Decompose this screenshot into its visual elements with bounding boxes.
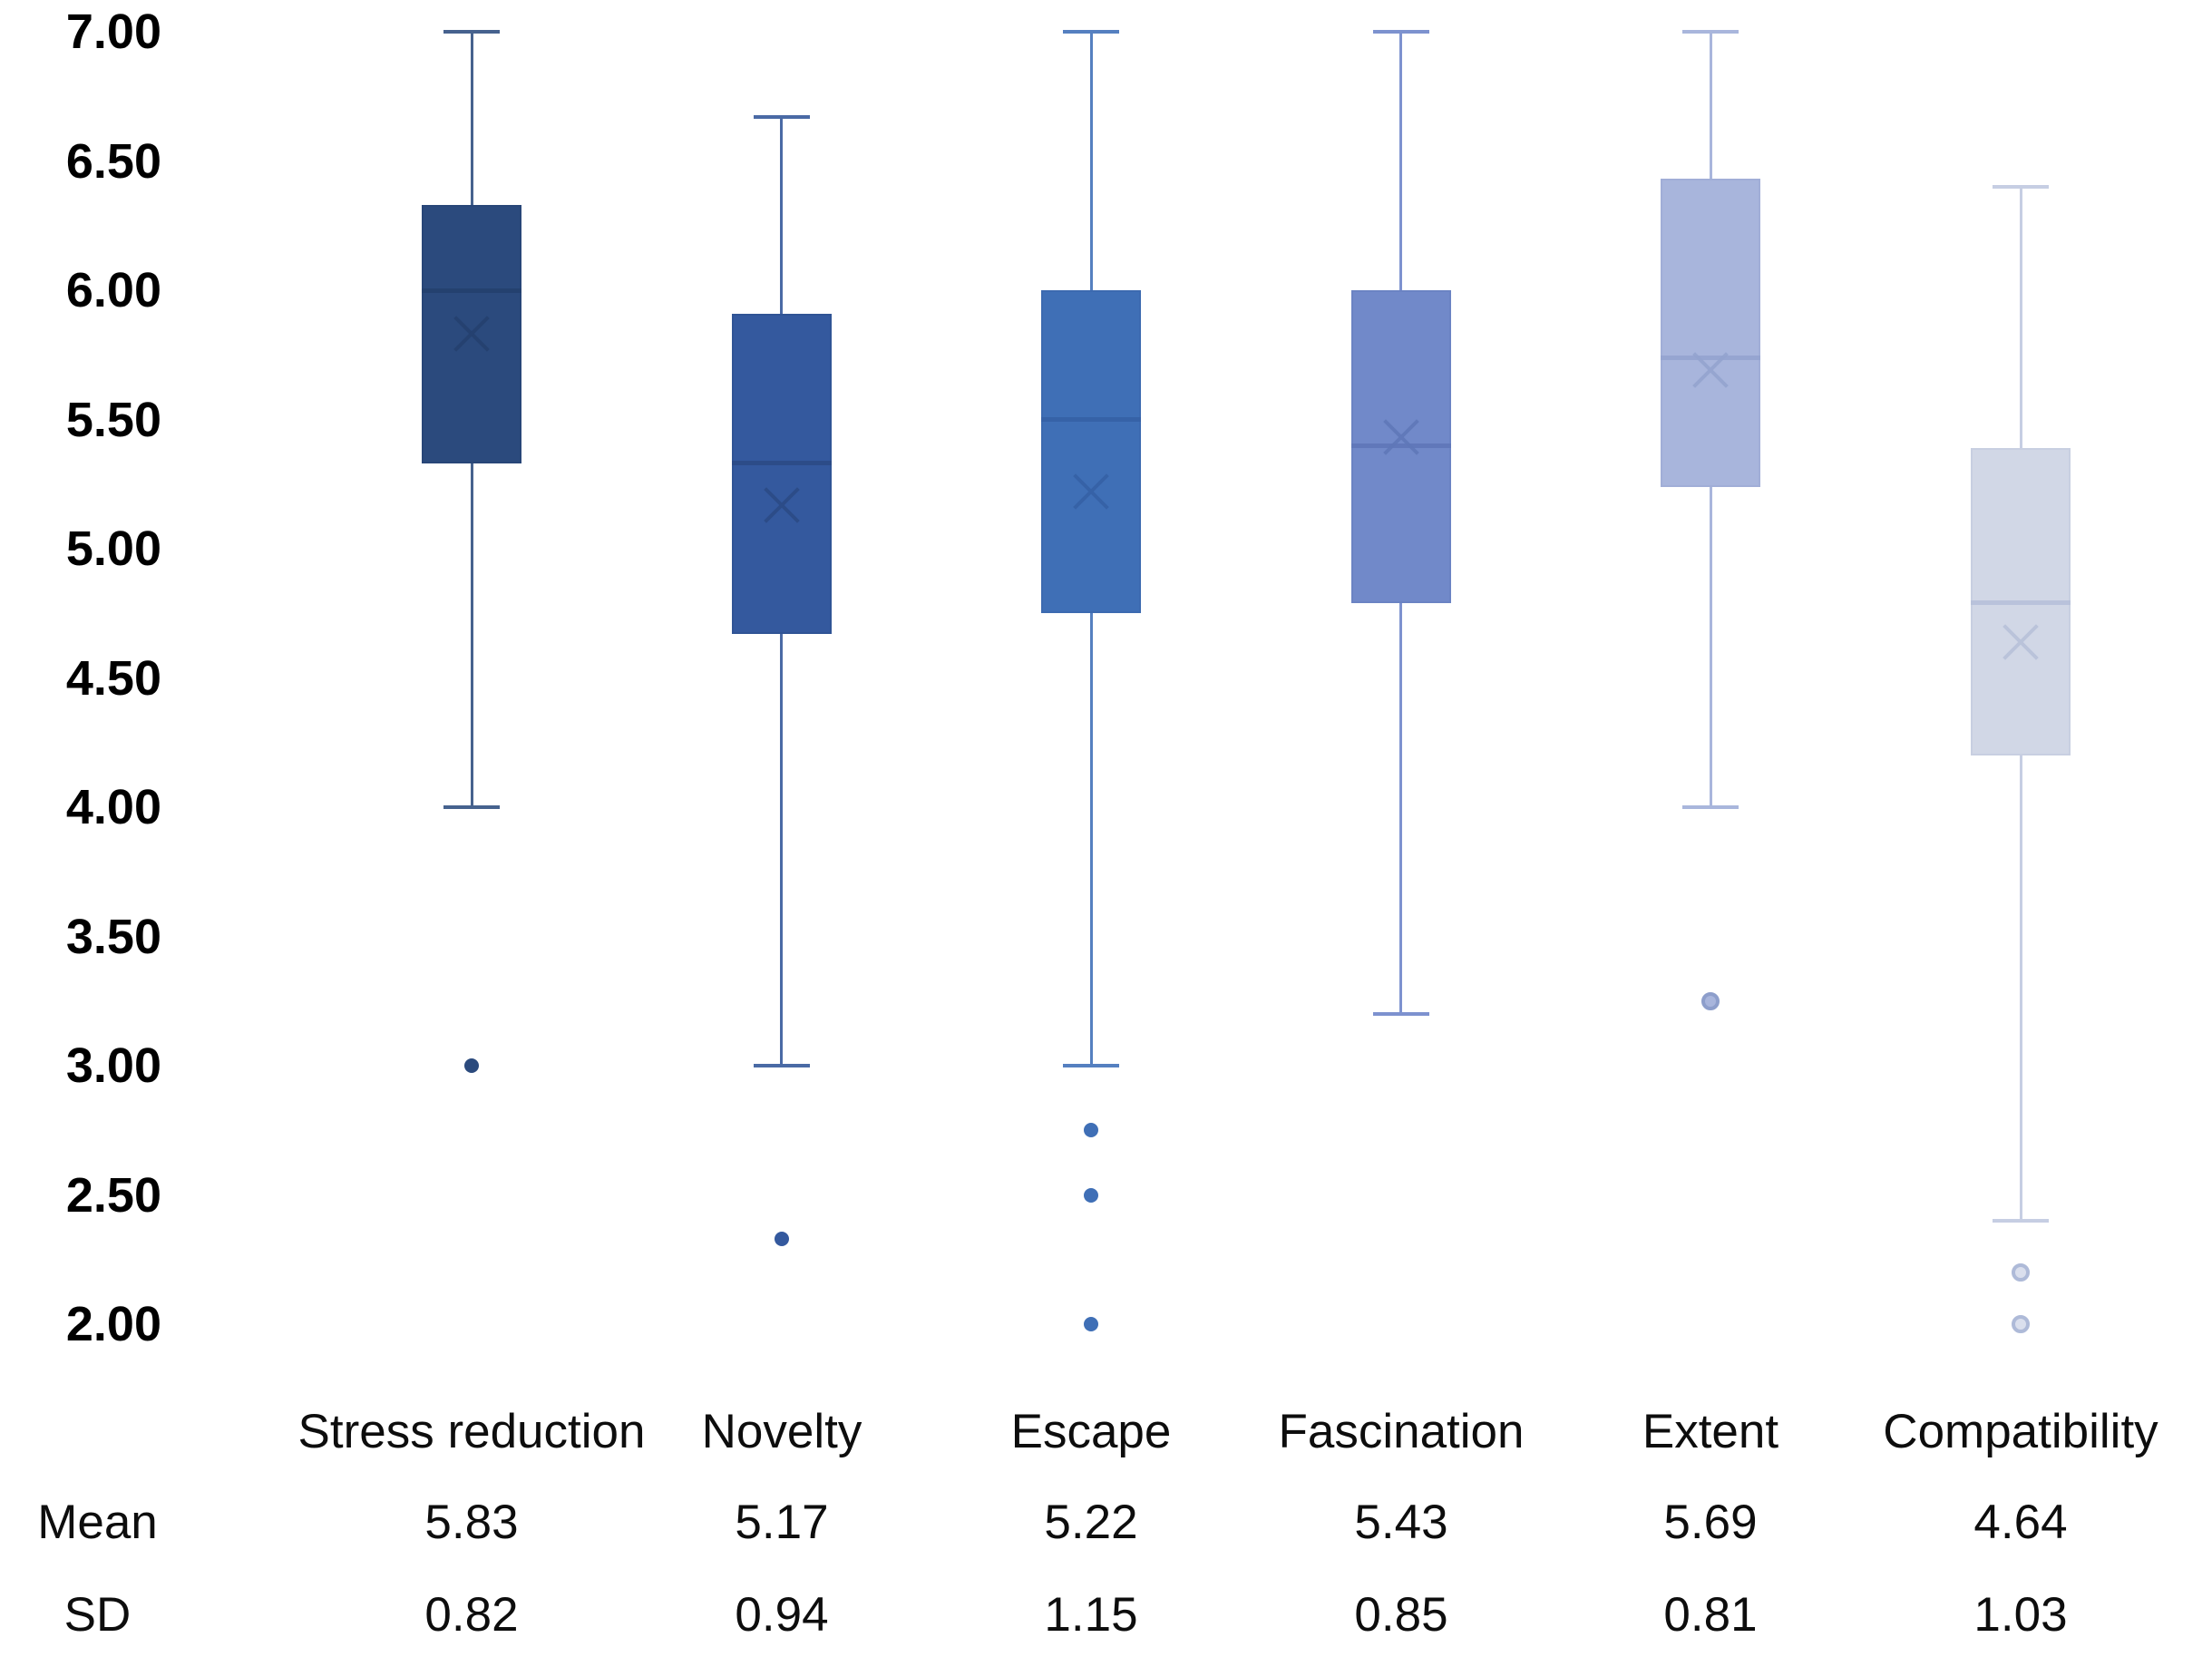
y-tick-label: 7.00 xyxy=(65,5,161,59)
sd-value: 1.03 xyxy=(1973,1587,2068,1642)
box xyxy=(1041,290,1142,614)
sd-value: 0.81 xyxy=(1663,1587,1758,1642)
mean-value: 5.69 xyxy=(1663,1495,1758,1549)
mean-marker xyxy=(758,482,805,529)
mean-marker xyxy=(448,310,495,357)
outlier-dot xyxy=(2012,1315,2030,1333)
y-tick-label: 5.00 xyxy=(65,521,161,576)
box xyxy=(731,313,832,635)
row-header-mean: Mean xyxy=(37,1495,158,1549)
whisker-cap xyxy=(1993,185,2049,189)
mean-value: 5.17 xyxy=(735,1495,829,1549)
outlier-dot xyxy=(1084,1317,1099,1331)
mean-marker xyxy=(1997,619,2044,666)
whisker-cap xyxy=(1063,1064,1120,1067)
category-label: Compatibility xyxy=(1883,1404,2158,1458)
whisker-line xyxy=(780,634,784,1066)
category-label: Fascination xyxy=(1278,1404,1525,1458)
whisker-line xyxy=(780,117,784,314)
outlier-dot xyxy=(1084,1187,1099,1203)
whisker-cap xyxy=(1372,1012,1429,1016)
y-tick-label: 6.00 xyxy=(65,263,161,317)
whisker-line xyxy=(1399,602,1403,1014)
whisker-line xyxy=(470,463,473,807)
sd-value: 1.15 xyxy=(1044,1587,1138,1642)
sd-value: 0.85 xyxy=(1354,1587,1448,1642)
mean-value: 5.43 xyxy=(1354,1495,1448,1549)
y-tick-label: 2.00 xyxy=(65,1297,161,1351)
category-label: Extent xyxy=(1642,1404,1779,1458)
mean-marker xyxy=(1067,468,1115,515)
outlier-dot xyxy=(1701,991,1720,1010)
box xyxy=(1661,179,1761,487)
whisker-line xyxy=(2019,187,2022,448)
mean-marker xyxy=(1378,414,1425,461)
y-tick-label: 5.50 xyxy=(65,392,161,447)
sd-value: 0.94 xyxy=(735,1587,829,1642)
y-tick-label: 6.50 xyxy=(65,133,161,189)
whisker-cap xyxy=(753,1064,810,1067)
y-tick-label: 3.50 xyxy=(65,909,161,964)
whisker-cap xyxy=(1993,1219,2049,1223)
mean-value: 5.83 xyxy=(424,1495,519,1549)
mean-value: 4.64 xyxy=(1973,1495,2068,1549)
mean-value: 5.22 xyxy=(1044,1495,1138,1549)
whisker-cap xyxy=(443,805,500,809)
whisker-line xyxy=(1089,32,1093,290)
whisker-line xyxy=(470,32,473,205)
whisker-cap xyxy=(443,30,500,34)
whisker-cap xyxy=(1063,30,1120,34)
category-label: Novelty xyxy=(701,1404,862,1458)
category-label: Escape xyxy=(1010,1404,1172,1458)
outlier-dot xyxy=(2012,1263,2030,1282)
y-tick-label: 2.50 xyxy=(65,1167,161,1223)
whisker-line xyxy=(1709,486,1712,807)
median-line xyxy=(422,288,521,293)
whisker-cap xyxy=(1682,30,1739,34)
y-tick-label: 4.00 xyxy=(65,780,161,834)
row-header-sd: SD xyxy=(63,1587,132,1642)
whisker-cap xyxy=(1682,805,1739,809)
y-tick-label: 3.00 xyxy=(65,1038,161,1093)
y-tick-label: 4.50 xyxy=(65,650,161,706)
median-line xyxy=(1041,417,1142,422)
mean-marker xyxy=(1687,346,1734,394)
category-label: Stress reduction xyxy=(297,1404,646,1458)
sd-value: 0.82 xyxy=(424,1587,519,1642)
whisker-line xyxy=(1399,32,1403,290)
outlier-dot xyxy=(464,1058,479,1073)
median-line xyxy=(1971,600,2071,606)
whisker-line xyxy=(1709,32,1712,180)
whisker-cap xyxy=(1372,30,1429,34)
whisker-line xyxy=(1089,613,1093,1066)
median-line xyxy=(731,461,832,466)
outlier-dot xyxy=(774,1231,789,1246)
outlier-dot xyxy=(1084,1123,1099,1138)
whisker-cap xyxy=(753,115,810,120)
whisker-line xyxy=(2019,755,2022,1221)
